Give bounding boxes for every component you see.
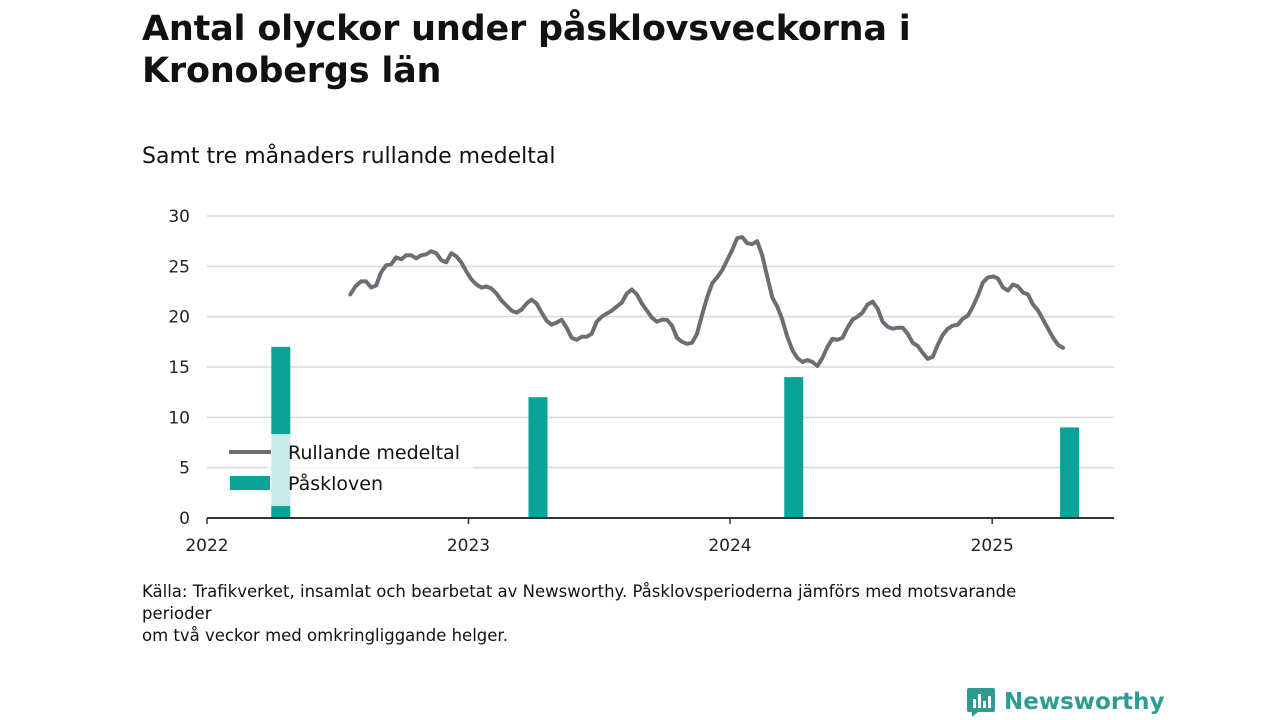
x-tick-label: 2022 [185,536,228,556]
x-axis: 2022 2023 2024 2025 [185,517,1114,556]
source-line-2: om två veckor med omkringliggande helger… [142,626,508,645]
newsworthy-logo-icon [967,688,995,717]
legend-label-line: Rullande medeltal [288,442,460,464]
brand: Newsworthy [966,686,1165,718]
chart-title: Antal olyckor under påsklovsveckorna i K… [142,9,911,91]
legend-bar-swatch [230,476,270,490]
legend: Rullande medeltal Påskloven [229,434,473,506]
legend-label-bar: Påskloven [288,472,383,495]
legend-background [267,434,473,506]
y-tick-label: 0 [179,509,190,529]
x-tick-label: 2024 [708,536,751,556]
source-note: Källa: Trafikverket, insamlat och bearbe… [142,581,1082,647]
y-tick-label: 15 [168,358,190,378]
y-tick-label: 5 [179,459,190,479]
line-series [348,235,1066,368]
y-tick-label: 20 [168,308,190,328]
grid-lines [207,215,1114,469]
chart-subtitle: Samt tre månaders rullande medeltal [142,144,556,169]
y-tick-label: 10 [168,408,190,428]
y-tick-label: 25 [168,257,190,277]
bar [784,377,804,518]
x-tick-label: 2025 [971,536,1014,556]
rolling-average-line [348,235,1066,368]
brand-name: Newsworthy [1004,689,1165,715]
source-line-1: Källa: Trafikverket, insamlat och bearbe… [142,582,1017,623]
x-tick-label: 2023 [447,536,490,556]
y-axis-ticks: 0 5 10 15 20 25 30 [168,207,190,529]
bar [528,397,548,518]
bar [1060,427,1080,518]
y-tick-label: 30 [168,207,190,227]
